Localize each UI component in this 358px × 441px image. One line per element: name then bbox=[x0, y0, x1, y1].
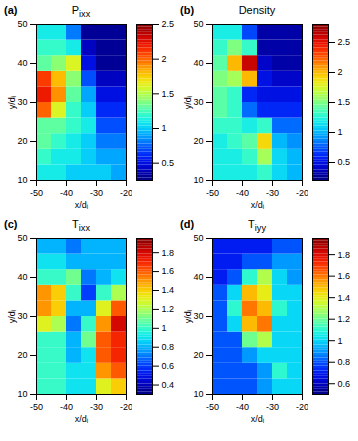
svg-text:2: 2 bbox=[338, 67, 343, 77]
svg-text:1.4: 1.4 bbox=[338, 293, 351, 303]
svg-text:50: 50 bbox=[193, 20, 203, 29]
svg-text:1.5: 1.5 bbox=[338, 97, 351, 107]
svg-text:x/dᵢ: x/dᵢ bbox=[251, 200, 264, 210]
svg-text:-50: -50 bbox=[206, 188, 219, 198]
svg-text:2.5: 2.5 bbox=[338, 37, 351, 47]
svg-text:-40: -40 bbox=[60, 402, 73, 412]
svg-text:30: 30 bbox=[193, 311, 203, 321]
svg-text:y/dᵢ: y/dᵢ bbox=[183, 96, 193, 109]
svg-text:0.5: 0.5 bbox=[162, 158, 175, 168]
svg-text:x/dᵢ: x/dᵢ bbox=[75, 200, 88, 210]
svg-text:20: 20 bbox=[193, 350, 203, 360]
svg-text:-30: -30 bbox=[90, 402, 103, 412]
svg-text:-20: -20 bbox=[120, 402, 132, 412]
html-text:(b): (b) bbox=[180, 4, 194, 16]
svg-text:1.6: 1.6 bbox=[162, 266, 175, 276]
svg-text:0.6: 0.6 bbox=[338, 379, 351, 389]
svg-text:50: 50 bbox=[17, 234, 27, 243]
svg-text:50: 50 bbox=[17, 20, 27, 29]
svg-text:1.4: 1.4 bbox=[162, 285, 175, 295]
svg-text:40: 40 bbox=[193, 58, 203, 68]
svg-text:40: 40 bbox=[17, 272, 27, 282]
html-text:Tixx: Tixx bbox=[72, 218, 90, 234]
svg-text:1: 1 bbox=[162, 323, 167, 333]
svg-text:1.6: 1.6 bbox=[338, 271, 351, 281]
svg-text:-30: -30 bbox=[266, 188, 279, 198]
svg-text:0.6: 0.6 bbox=[162, 361, 175, 371]
svg-text:1.2: 1.2 bbox=[338, 314, 351, 324]
svg-text:-40: -40 bbox=[236, 402, 249, 412]
svg-text:y/dᵢ: y/dᵢ bbox=[183, 310, 193, 323]
svg-text:0.8: 0.8 bbox=[338, 357, 351, 367]
svg-text:40: 40 bbox=[193, 272, 203, 282]
html-text:(d): (d) bbox=[180, 218, 194, 230]
svg-text:20: 20 bbox=[193, 136, 203, 146]
svg-text:50: 50 bbox=[193, 234, 203, 243]
svg-text:x/dᵢ: x/dᵢ bbox=[251, 414, 264, 424]
svg-text:0.5: 0.5 bbox=[338, 157, 351, 167]
svg-text:1.8: 1.8 bbox=[162, 248, 175, 258]
svg-text:2.5: 2.5 bbox=[162, 20, 175, 29]
html-text:(c): (c) bbox=[4, 218, 18, 230]
svg-text:10: 10 bbox=[193, 175, 203, 185]
svg-text:-40: -40 bbox=[236, 188, 249, 198]
svg-text:30: 30 bbox=[17, 97, 27, 107]
svg-text:2: 2 bbox=[162, 54, 167, 64]
svg-text:1.2: 1.2 bbox=[162, 304, 175, 314]
svg-text:-30: -30 bbox=[90, 188, 103, 198]
svg-text:y/dᵢ: y/dᵢ bbox=[7, 96, 17, 109]
html-text:Density: Density bbox=[238, 4, 276, 16]
svg-text:y/dᵢ: y/dᵢ bbox=[7, 310, 17, 323]
svg-text:1: 1 bbox=[162, 123, 167, 133]
svg-text:1.5: 1.5 bbox=[162, 89, 175, 99]
svg-text:-20: -20 bbox=[296, 402, 308, 412]
html-text:Tiyy: Tiyy bbox=[248, 218, 266, 234]
svg-text:-20: -20 bbox=[120, 188, 132, 198]
svg-text:x/dᵢ: x/dᵢ bbox=[75, 414, 88, 424]
html-text:Pixx: Pixx bbox=[71, 4, 91, 20]
svg-text:10: 10 bbox=[17, 175, 27, 185]
svg-text:40: 40 bbox=[17, 58, 27, 68]
svg-text:20: 20 bbox=[17, 350, 27, 360]
svg-text:20: 20 bbox=[17, 136, 27, 146]
svg-text:1: 1 bbox=[338, 127, 343, 137]
svg-text:1.8: 1.8 bbox=[338, 250, 351, 260]
svg-text:0.4: 0.4 bbox=[162, 380, 175, 390]
svg-text:-30: -30 bbox=[266, 402, 279, 412]
svg-text:-20: -20 bbox=[296, 188, 308, 198]
svg-text:30: 30 bbox=[193, 97, 203, 107]
svg-text:-50: -50 bbox=[30, 402, 43, 412]
svg-text:-40: -40 bbox=[60, 188, 73, 198]
svg-text:0.8: 0.8 bbox=[162, 342, 175, 352]
html-text:(a): (a) bbox=[4, 4, 18, 16]
svg-text:-50: -50 bbox=[206, 402, 219, 412]
svg-text:10: 10 bbox=[17, 389, 27, 399]
svg-text:-50: -50 bbox=[30, 188, 43, 198]
svg-text:30: 30 bbox=[17, 311, 27, 321]
svg-text:10: 10 bbox=[193, 389, 203, 399]
svg-text:1: 1 bbox=[338, 336, 343, 346]
